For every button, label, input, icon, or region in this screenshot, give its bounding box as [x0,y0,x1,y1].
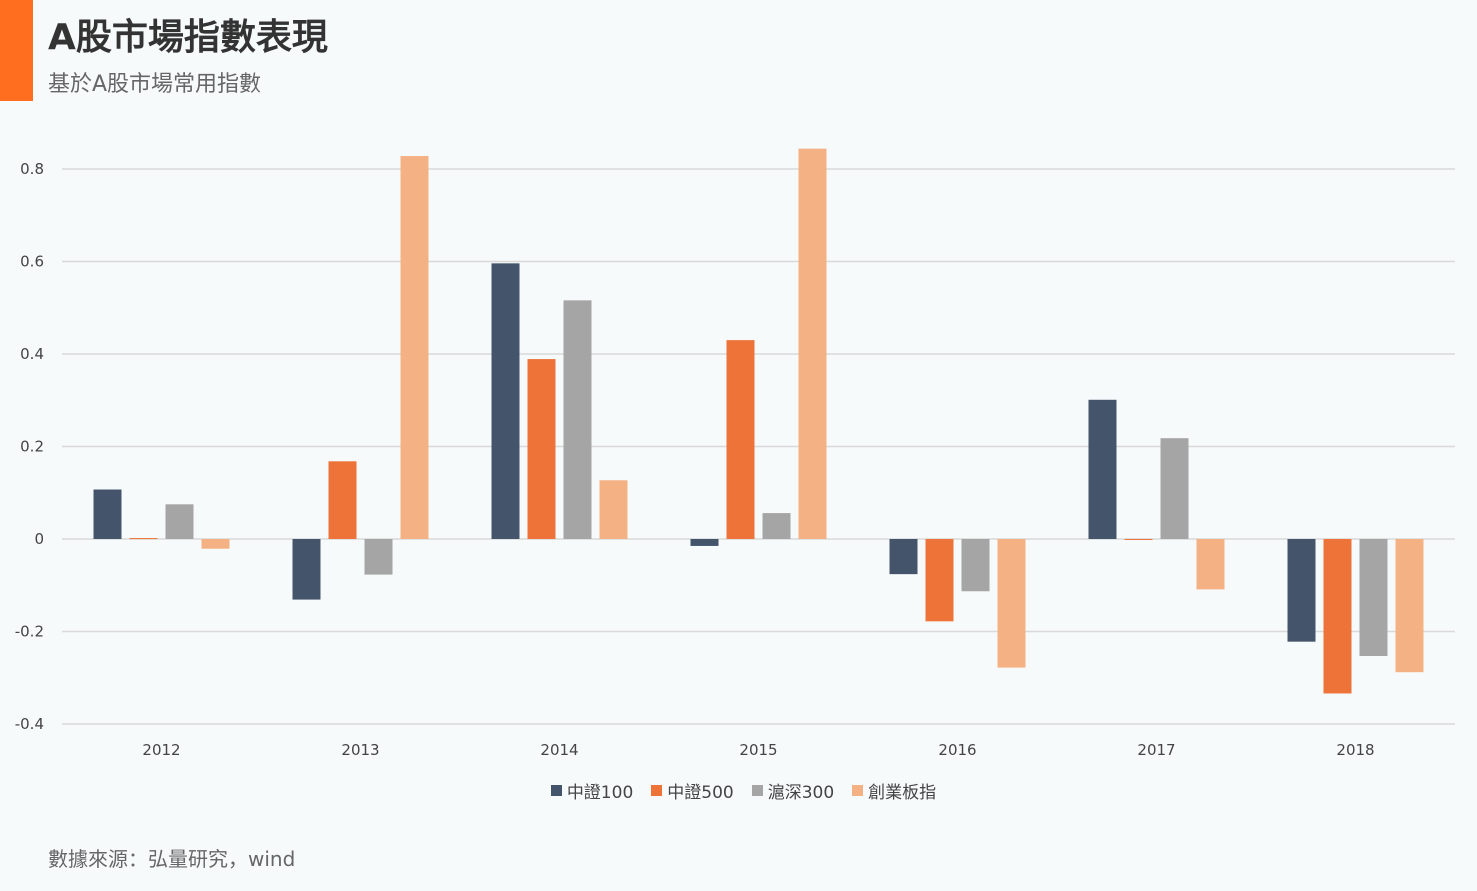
legend-label: 滬深300 [767,783,835,803]
bars [93,148,1424,694]
bar-2016-series-0 [889,539,918,575]
bar-2012-series-2 [165,504,194,539]
y-tick-label: -0.4 [15,715,44,733]
y-axis-ticks: 0.8 0.6 0.4 0.2 0 -0.2 -0.4 [15,160,44,733]
bar-2013-series-3 [400,156,429,540]
bar-2018-series-3 [1395,539,1424,673]
legend-swatch [651,785,663,796]
bar-2014-series-0 [491,263,520,539]
bar-2018-series-0 [1287,539,1316,642]
y-tick-label: 0.8 [20,160,44,178]
x-tick-label: 2015 [739,741,777,759]
bar-2015-series-3 [798,148,827,539]
y-tick-label: 0.4 [20,345,44,363]
y-tick-label: 0.2 [20,438,44,456]
bar-2015-series-0 [690,539,719,546]
bar-2013-series-0 [292,539,321,600]
legend-label: 中證100 [566,783,634,803]
y-tick-label: -0.2 [15,623,44,641]
gridlines [62,168,1455,725]
legend-label: 中證500 [667,783,734,803]
bar-2012-series-1 [129,538,158,540]
y-tick-label: 0 [34,530,44,548]
data-source-note: 數據來源：弘量研究，wind [48,847,296,871]
bar-2017-series-2 [1160,438,1189,539]
bar-2016-series-2 [961,539,990,592]
x-tick-label: 2018 [1336,741,1374,759]
legend-item: 中證100 [550,778,634,803]
bar-2017-series-3 [1196,539,1225,590]
x-tick-label: 2017 [1137,741,1175,759]
legend-swatch [550,785,562,796]
x-axis-ticks: 2012 2013 2014 2015 2016 2017 2018 [142,741,1374,759]
bar-2012-series-3 [201,539,230,549]
legend-swatch [751,785,763,796]
legend-item: 創業板指 [852,778,936,803]
bar-2013-series-2 [364,539,393,575]
chart-subtitle: 基於A股市場常用指數 [48,72,262,97]
legend-item: 滬深300 [751,778,835,803]
bar-2016-series-3 [997,539,1026,668]
legend: 中證100 中證500 滬深300 創業板指 [0,778,1477,803]
bar-2014-series-1 [527,359,556,539]
bar-2014-series-3 [599,480,628,539]
y-tick-label: 0.6 [20,253,44,271]
bar-2016-series-1 [925,539,954,622]
legend-swatch [852,785,864,796]
bar-2017-series-0 [1088,399,1117,539]
title-accent-bar [0,0,33,101]
bar-2017-series-1 [1124,539,1153,540]
bar-2018-series-1 [1323,539,1352,694]
chart-title: A股市場指數表現 [48,17,328,58]
x-tick-label: 2016 [938,741,976,759]
x-tick-label: 2013 [341,741,379,759]
bar-2018-series-2 [1359,539,1388,657]
bar-2015-series-1 [726,340,755,539]
x-tick-label: 2014 [540,741,578,759]
legend-item: 中證500 [651,778,734,803]
bar-2015-series-2 [762,513,791,539]
bar-2013-series-1 [328,461,357,539]
legend-label: 創業板指 [868,783,937,803]
x-tick-label: 2012 [142,741,180,759]
bar-2012-series-0 [93,489,122,539]
bar-2014-series-2 [563,300,592,539]
